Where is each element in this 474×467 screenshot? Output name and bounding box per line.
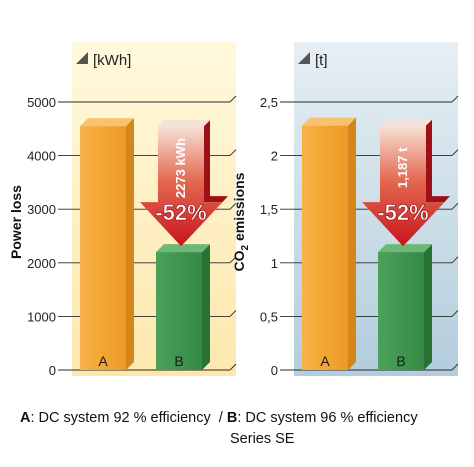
power-loss-ytick-label: 3000 (27, 202, 56, 217)
co2-bar-side (424, 244, 432, 370)
co2-bar-a: A (302, 117, 356, 370)
co2-ytick-label: 0,5 (260, 309, 278, 324)
power-loss-gridline-depth (229, 149, 237, 156)
power-loss-bar-top (80, 118, 134, 127)
power-loss-bar-front (156, 252, 202, 370)
caption-b-key: B (226, 410, 238, 426)
co2-ytick-labels: 0 0,5 1 1,5 2 2,5 (260, 95, 278, 378)
co2-gridline-depth (451, 363, 459, 371)
power-loss-category-label: A (98, 353, 108, 369)
power-loss-ytick-label: 0 (49, 363, 56, 378)
co2-category-label: B (396, 353, 405, 369)
co2-arrow-value: 1,187 t (395, 147, 410, 188)
co2-ytick-label: 2 (271, 149, 278, 164)
power-loss-ytick-label: 5000 (27, 95, 56, 110)
power-loss-bar-front (80, 126, 126, 371)
power-loss-bar-side (202, 244, 210, 370)
co2-gridline-depth (451, 202, 459, 210)
co2-ytick-label: 1 (271, 256, 278, 271)
power-loss-ytick-label: 4000 (27, 149, 56, 164)
co2-gridline-depth (451, 256, 459, 264)
co2-percent-label: -52% (377, 200, 428, 225)
power-loss-bar-b: B (156, 244, 210, 370)
power-loss-gridline-depth (229, 310, 237, 317)
power-loss-ytick-label: 1000 (27, 309, 56, 324)
unit-triangle-icon (298, 52, 310, 64)
co2-bar-side (348, 117, 356, 370)
co2-bar-top (378, 244, 432, 253)
caption-b-text: : DC system 96 % efficiency (237, 410, 418, 426)
power-loss-bar-side (126, 118, 134, 371)
arrow-top (380, 119, 432, 126)
power-loss-ytick-label: 2000 (27, 256, 56, 271)
caption-a-text: : DC system 92 % efficiency / (30, 410, 227, 426)
power-loss-reduction-arrow: 2273 kWh -52% (140, 120, 228, 247)
co2-bar-front (378, 252, 424, 370)
power-loss-gridline-depth (229, 363, 237, 371)
unit-triangle-icon (76, 52, 88, 64)
power-loss-bar-top (156, 244, 210, 253)
co2-ylabel: CO2 emissions (231, 172, 251, 271)
arrow-depth (181, 120, 228, 247)
co2-bar-front (302, 125, 348, 370)
arrow-down-icon (140, 126, 222, 247)
power-loss-gridline-depth (229, 256, 237, 264)
co2-unit-label: [t] (315, 52, 328, 69)
co2-ytick-label: 2,5 (260, 95, 278, 110)
co2-ytick-label: 0 (271, 363, 278, 378)
co2-gridline-depth (451, 95, 459, 103)
co2-gridline-depth (451, 310, 459, 317)
caption-line-2: Series SE (230, 431, 295, 447)
power-loss-ytick-labels: 0 1000 2000 3000 4000 5000 (27, 95, 56, 378)
power-loss-chart: 0 1000 2000 3000 4000 5000 [kWh] Power loss A… (8, 42, 237, 378)
power-loss-gridline-depth (229, 202, 237, 210)
power-loss-percent-label: -52% (155, 200, 206, 225)
figure: 0 1000 2000 3000 4000 5000 [kWh] Power loss A… (8, 42, 459, 378)
arrow-depth (403, 119, 450, 247)
power-loss-arrow-value: 2273 kWh (173, 138, 188, 198)
co2-reduction-arrow: 1,187 t -52% (362, 119, 450, 247)
power-loss-gridline-depth (229, 95, 237, 103)
co2-bar-b: B (378, 244, 432, 370)
power-loss-category-label: B (174, 353, 183, 369)
co2-ytick-label: 1,5 (260, 202, 278, 217)
caption-line-1: A: DC system 92 % efficiency / B: DC sys… (20, 408, 418, 429)
power-loss-bar-a: A (80, 118, 134, 371)
co2-bar-top (302, 117, 356, 126)
power-loss-ylabel: Power loss (8, 185, 24, 259)
caption-a-key: A (20, 410, 31, 426)
arrow-down-icon (362, 125, 444, 247)
co2-category-label: A (320, 353, 330, 369)
arrow-top (158, 120, 210, 127)
co2-gridline-depth (451, 149, 459, 156)
legend-caption: A: DC system 92 % efficiency / B: DC sys… (20, 408, 418, 450)
power-loss-unit-label: [kWh] (93, 52, 131, 69)
